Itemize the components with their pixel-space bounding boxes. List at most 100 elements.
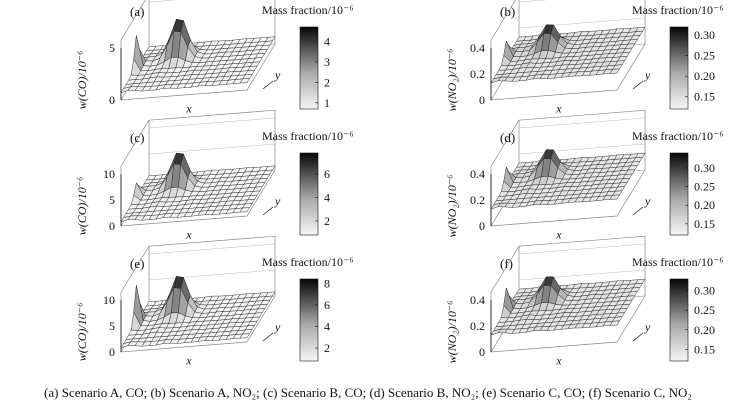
z-tick-label: 0: [479, 345, 485, 359]
y-axis-label: y: [274, 194, 281, 208]
z-tick-label: 0: [479, 93, 485, 107]
colorbar-tick-label: 6: [324, 167, 330, 181]
y-axis-tick-line: [632, 332, 644, 342]
colorbar-tick-label: 0.25: [694, 180, 715, 194]
z-tick-label: 0.4: [470, 41, 485, 55]
y-axis-tick-line: [262, 332, 274, 342]
z-tick-label: 0: [109, 345, 115, 359]
z-tick-label: 5: [109, 41, 115, 55]
colorbar-gradient: [669, 152, 689, 236]
z-tick-label: 0.2: [470, 67, 485, 81]
z-axis-label: w(NO₂)/10⁻⁶: [445, 49, 459, 112]
panel-1: 0 5 w(CO)/10⁻⁶ x y (a) Mass fraction/10⁻⁶ 1 2 3 4: [75, 0, 354, 116]
y-axis-tick-line: [632, 206, 644, 216]
surface-mesh: [120, 19, 276, 94]
colorbar-title: Mass fraction/10⁻⁶: [632, 255, 724, 269]
surface-cell: [120, 86, 132, 94]
z-tick-label: 0.2: [470, 319, 485, 333]
x-axis-label: x: [185, 354, 192, 368]
colorbar-tick-label: 0.15: [694, 342, 715, 356]
z-tick-label: 10: [103, 293, 115, 307]
colorbar-tick-label: 4: [324, 191, 330, 205]
colorbar-gradient: [669, 278, 689, 362]
colorbar-gradient: [299, 278, 319, 362]
z-tick-label: 5: [109, 193, 115, 207]
colorbar: [299, 278, 319, 362]
surface-mesh: [490, 149, 646, 210]
colorbar-title: Mass fraction/10⁻⁶: [632, 3, 724, 17]
x-axis-label: x: [555, 228, 562, 242]
x-axis-label: x: [555, 102, 562, 116]
surface-cell: [490, 328, 502, 336]
colorbar-tick-label: 1: [324, 96, 330, 110]
panel-label: (c): [130, 130, 144, 145]
colorbar: [299, 26, 319, 110]
z-tick-label: 0: [479, 219, 485, 233]
colorbar-title: Mass fraction/10⁻⁶: [262, 129, 354, 143]
surface-mesh: [120, 275, 276, 349]
colorbar-tick-label: 8: [324, 276, 330, 290]
x-axis-label: x: [185, 102, 192, 116]
colorbar-gradient: [299, 152, 319, 236]
panel-4: 0 0.2 0.4 w(NO₂)/10⁻⁶ x y (d) Mass fraction/10⁻…: [445, 109, 724, 242]
surface-mesh: [490, 24, 646, 84]
colorbar-tick-label: 0.30: [694, 284, 715, 298]
z-tick-label: 0.4: [470, 167, 485, 181]
z-tick-label: 0.4: [470, 293, 485, 307]
surface-mesh: [120, 152, 276, 223]
colorbar: [669, 278, 689, 362]
z-axis-label: w(CO)/10⁻⁶: [75, 177, 89, 236]
panel-label: (b): [500, 4, 515, 19]
panel-label: (a): [130, 4, 144, 19]
colorbar-tick-label: 0.30: [694, 28, 715, 42]
colorbar-tick-label: 0.20: [694, 69, 715, 83]
z-axis-label: w(NO₂)/10⁻⁶: [445, 301, 459, 364]
colorbar-tick-label: 0.20: [694, 323, 715, 337]
y-axis-tick-line: [262, 80, 274, 90]
colorbar-tick-label: 2: [324, 341, 330, 355]
panel-label: (e): [130, 256, 144, 271]
x-axis-label: x: [555, 354, 562, 368]
colorbar-tick-label: 0.30: [694, 161, 715, 175]
panel-3: 0 5 10 w(CO)/10⁻⁶ x y (c) Mass fraction/10⁻⁶ 2 4 6: [75, 109, 354, 242]
colorbar-tick-label: 6: [324, 298, 330, 312]
colorbar-title: Mass fraction/10⁻⁶: [262, 255, 354, 269]
colorbar-tick-label: 0.15: [694, 217, 715, 231]
colorbar-tick-label: 4: [324, 34, 330, 48]
colorbar-tick-label: 0.15: [694, 90, 715, 104]
panel-2: 0 0.2 0.4 w(NO₂)/10⁻⁶ x y (b) Mass fraction/10⁻…: [445, 0, 724, 116]
panel-label: (d): [500, 130, 515, 145]
z-tick-label: 0.2: [470, 193, 485, 207]
colorbar-tick-label: 0.25: [694, 49, 715, 63]
z-tick-label: 10: [103, 167, 115, 181]
figure-caption: (a) Scenario A, CO; (b) Scenario A, NO₂;…: [44, 385, 692, 400]
colorbar-gradient: [299, 26, 319, 110]
panel-6: 0 0.2 0.4 w(NO₂)/10⁻⁶ x y (f) Mass fraction/10⁻…: [445, 235, 724, 368]
colorbar-tick-label: 0.20: [694, 198, 715, 212]
surface-cell: [120, 341, 132, 349]
surface-mesh: [490, 276, 646, 336]
surface-cell: [490, 76, 502, 84]
colorbar-tick-label: 2: [324, 75, 330, 89]
panel-label: (f): [500, 256, 513, 271]
y-axis-label: y: [274, 68, 281, 82]
x-axis-label: x: [185, 228, 192, 242]
colorbar-title: Mass fraction/10⁻⁶: [262, 3, 354, 17]
surface-cell: [490, 202, 502, 210]
y-axis-label: y: [274, 320, 281, 334]
colorbar-title: Mass fraction/10⁻⁶: [632, 129, 724, 143]
colorbar-tick-label: 3: [324, 55, 330, 69]
z-tick-label: 0: [109, 93, 115, 107]
y-axis-label: y: [644, 68, 651, 82]
panel-5: 0 5 10 w(CO)/10⁻⁶ x y (e) Mass fraction/10⁻⁶ 8 6 4…: [75, 235, 354, 368]
z-axis-label: w(NO₂)/10⁻⁶: [445, 175, 459, 238]
colorbar-tick-label: 4: [324, 319, 330, 333]
z-axis-label: w(CO)/10⁻⁶: [75, 51, 89, 110]
z-axis-label: w(CO)/10⁻⁶: [75, 303, 89, 362]
z-tick-label: 5: [109, 319, 115, 333]
colorbar: [669, 26, 689, 110]
y-axis-tick-line: [632, 80, 644, 90]
y-axis-label: y: [644, 194, 651, 208]
colorbar: [299, 152, 319, 236]
